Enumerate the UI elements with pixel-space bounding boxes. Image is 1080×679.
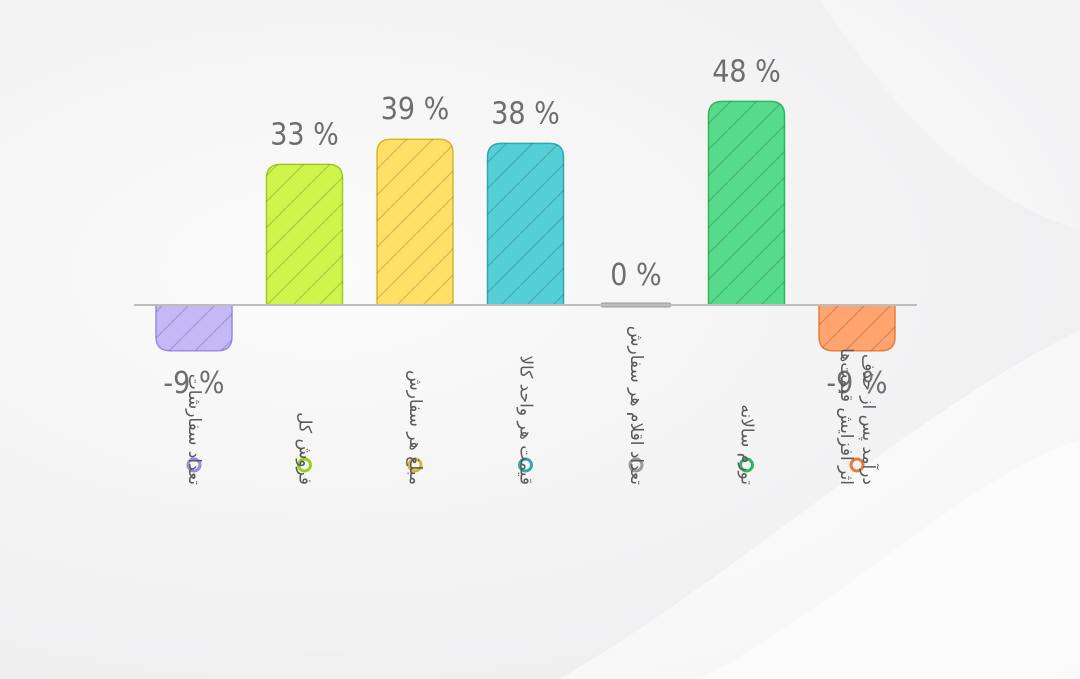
legend-marker-0 <box>186 457 202 473</box>
value-label-4: 0 % <box>610 258 661 293</box>
category-label-1: فروش کل <box>295 412 315 485</box>
value-label-3: 38 % <box>491 96 560 131</box>
value-label-2: 39 % <box>381 92 450 127</box>
category-label-4: تعداد اقلام هر سفارش <box>626 326 646 485</box>
category-label-3: قیمت هر واحد کالا <box>516 355 536 485</box>
legend-marker-6 <box>849 457 865 473</box>
legend-marker-3 <box>518 457 533 473</box>
bar-0 <box>155 304 233 352</box>
bar-5 <box>707 100 786 306</box>
value-label-0: -9 % <box>163 366 224 401</box>
value-label-5: 48 % <box>712 54 781 89</box>
bars-layer <box>155 100 896 352</box>
legend-marker-5 <box>739 457 754 473</box>
bar-3 <box>486 142 565 306</box>
category-labels-layer: تعداد سفارشات فروش کل مبلغ هر سفارش قیمت هر… <box>184 326 880 485</box>
bar-hatch-1 <box>266 164 343 305</box>
value-labels-layer: -9 % 33 % 39 % 38 % 0 % 48 % -9 % <box>163 54 887 400</box>
category-label-2: مبلغ هر سفارش <box>405 370 425 485</box>
category-label-6-line-0: درآمد پس از حذف <box>858 354 880 485</box>
bar-hatch-2 <box>377 139 453 305</box>
legend-marker-4 <box>628 457 644 473</box>
bar-hatch-3 <box>487 143 564 305</box>
bar-hatch-0 <box>156 305 232 351</box>
bar-6 <box>818 304 896 352</box>
value-label-1: 33 % <box>270 117 339 152</box>
legend-marker-2 <box>407 457 423 473</box>
category-label-5: تورم سالانه <box>737 404 757 485</box>
bar-hatch-6 <box>819 305 895 351</box>
category-label-0: تعداد سفارشات <box>184 374 204 485</box>
bar-hatch-5 <box>708 101 785 306</box>
value-label-6: -9 % <box>826 366 887 401</box>
legend-marker-1 <box>297 457 312 473</box>
bar-1 <box>265 163 344 306</box>
category-label-6-line-1: اثر افزایش قیمت‌ها <box>836 348 856 485</box>
bar-2 <box>376 138 454 306</box>
